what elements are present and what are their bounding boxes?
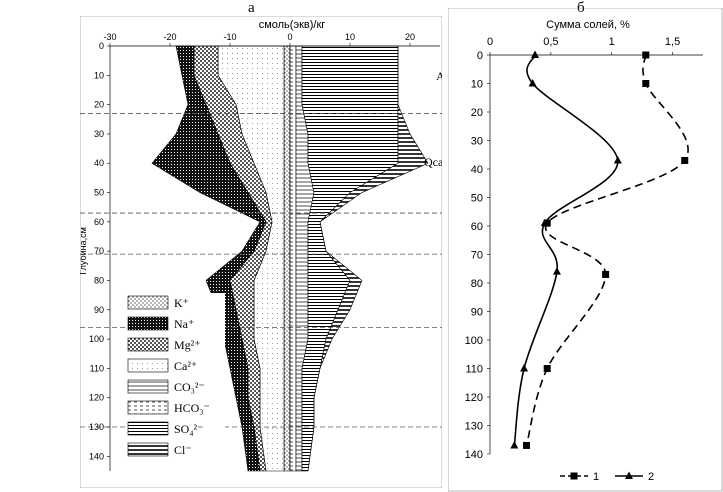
y-tick-label: 120: [465, 392, 483, 404]
y-tick-label: 130: [465, 421, 483, 433]
y-tick-label: 100: [89, 334, 104, 344]
legend-label: 1: [593, 471, 599, 483]
legend-marker: [570, 472, 578, 480]
y-tick-label: 50: [94, 188, 104, 198]
x-tick-label: 1: [609, 36, 615, 48]
y-tick-label: 20: [94, 100, 104, 110]
y-tick-label: 30: [94, 129, 104, 139]
area-k: [283, 45, 291, 472]
data-point-series-1: [642, 80, 650, 87]
legend-label: SO₄²⁻: [174, 422, 203, 436]
x-tick-label: 0: [487, 36, 493, 48]
ion-composition-chart: -30 -20 -10 0 10 20 0 10 20 30 40 50 60 70 80 90 100 110 1…: [80, 16, 442, 488]
data-point-series-1: [642, 51, 650, 59]
y-tick-label: 50: [471, 193, 483, 205]
y-tick-label: 0: [477, 50, 483, 62]
data-point-series-2: [520, 364, 529, 372]
y-tick-label: 70: [94, 246, 104, 256]
legend-swatch: [127, 421, 169, 436]
y-tick-label: 70: [471, 250, 483, 262]
series-line-2: [513, 54, 619, 446]
x-tick-label: -20: [163, 32, 176, 42]
y-axis-label: Глубина,см: [80, 227, 88, 275]
y-tick-label: 40: [94, 158, 104, 168]
y-tick-label: 110: [465, 364, 483, 376]
data-point-series-1: [543, 365, 551, 372]
x-tick-label: 0,5: [543, 36, 558, 48]
y-tick-label: 20: [471, 107, 483, 119]
legend-swatch: [127, 442, 169, 457]
y-tick-label: 90: [94, 305, 104, 315]
legend-label: Cl⁻: [174, 443, 192, 457]
legend-label: K⁺: [174, 296, 189, 310]
y-tick-label: 110: [90, 363, 104, 373]
side-label-qca: Qca: [424, 155, 442, 169]
area-cl: [307, 46, 429, 472]
data-point-series-2: [540, 218, 549, 227]
data-point-series-2: [510, 440, 519, 449]
legend-label: CO₃²⁻: [174, 380, 205, 394]
side-label-a: А: [436, 69, 442, 83]
legend-label: Na⁺: [174, 317, 194, 331]
legend-swatch: [127, 358, 169, 373]
data-point-series-1: [681, 156, 689, 164]
data-point-series-2: [531, 50, 540, 58]
x-tick-label: -30: [103, 32, 116, 42]
x-tick-label: 20: [405, 32, 415, 42]
y-tick-label: 10: [471, 79, 483, 91]
legend-label: Ca²⁺: [174, 359, 197, 373]
area-na: [151, 45, 267, 472]
data-point-series-1: [543, 219, 551, 227]
salt-sum-chart: Сумма солей, % 0 0,5 1 1,5 0 10 20 30 40 50 60 70 80…: [448, 8, 723, 492]
y-tick-label: 120: [89, 393, 104, 403]
y-tick-label: 40: [471, 164, 483, 176]
y-tick-label: 90: [471, 307, 483, 319]
series-line-1: [525, 54, 689, 446]
y-tick-label: 140: [89, 451, 104, 461]
y-tick-label: 80: [471, 278, 483, 290]
y-tick-label: 0: [99, 41, 104, 51]
legend-swatch: [127, 295, 169, 310]
area-so4: [301, 45, 399, 472]
y-tick-label: 140: [465, 449, 483, 461]
y-tick-label: 80: [94, 275, 104, 285]
x-tick-label: 0: [287, 32, 292, 42]
y-tick-label: 10: [94, 70, 104, 80]
legend-label: Mg²⁺: [174, 338, 201, 352]
legend-swatch: [127, 316, 169, 331]
y-tick-label: 30: [471, 136, 483, 148]
data-point-series-2: [613, 155, 622, 164]
data-point-series-1: [602, 270, 610, 278]
legend: K⁺ Na⁺ Mg²⁺ Ca²⁺ CO₃²⁻ HCO₃⁻ SO₄²⁻ Cl⁻: [125, 293, 225, 463]
legend-label: HCO₃⁻: [174, 401, 210, 415]
legend-swatch: [127, 379, 169, 394]
data-point-series-2: [552, 267, 561, 275]
y-tick-label: 60: [94, 217, 104, 227]
panel-letter-a: а: [248, 0, 255, 16]
chart-title: Сумма солей, %: [546, 19, 630, 31]
legend-label: 2: [648, 471, 654, 483]
area-hco3: [289, 45, 297, 472]
data-point-series-1: [523, 441, 531, 449]
x-axis-label: смоль(экв)/кг: [259, 19, 326, 31]
legend-marker: [625, 471, 633, 479]
legend-swatch: [127, 337, 169, 352]
data-point-series-2: [528, 79, 537, 87]
x-tick-label: 10: [345, 32, 355, 42]
x-tick-label: 1,5: [665, 36, 680, 48]
legend-swatch: [127, 400, 169, 415]
y-tick-label: 130: [89, 422, 104, 432]
y-tick-label: 60: [471, 221, 483, 233]
x-tick-label: -10: [223, 32, 236, 42]
y-tick-label: 100: [465, 335, 483, 347]
